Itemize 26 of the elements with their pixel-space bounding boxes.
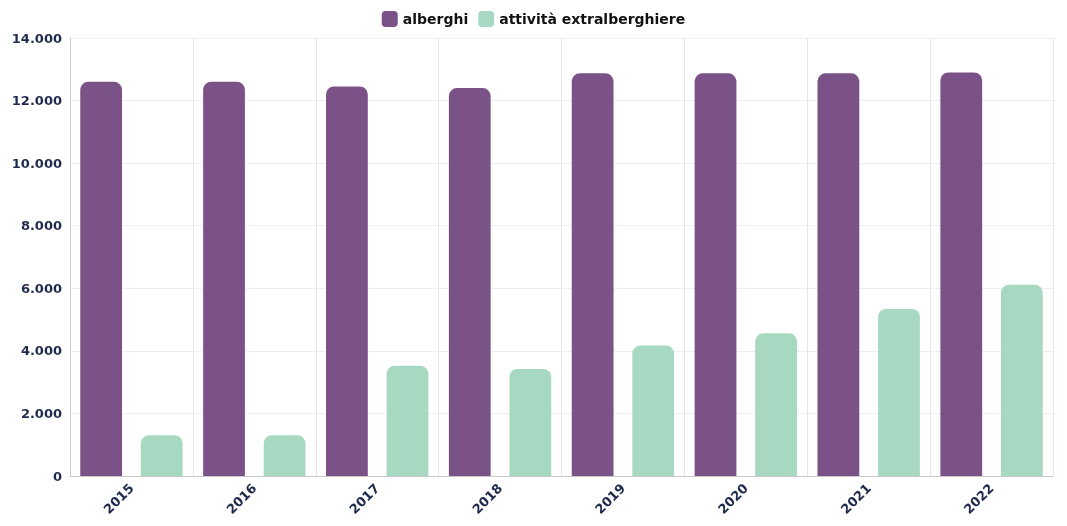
- y-tick-label: 8.000: [20, 218, 62, 234]
- y-tick-label: 2.000: [20, 405, 62, 421]
- bar: [1000, 284, 1043, 476]
- bar: [571, 73, 614, 476]
- y-tick-label: 6.000: [20, 280, 62, 296]
- bar: [817, 73, 860, 476]
- y-tick-label: 0: [52, 468, 62, 484]
- y-tick-label: 4.000: [20, 343, 62, 359]
- bar: [940, 72, 983, 476]
- bar: [509, 369, 552, 476]
- bar: [448, 88, 491, 476]
- y-tick-label: 14.000: [11, 30, 62, 46]
- bar: [694, 73, 737, 476]
- y-tick-label: 10.000: [11, 155, 62, 171]
- y-tick-label: 12.000: [11, 93, 62, 109]
- bar: [878, 308, 920, 476]
- legend-label: attività extralberghiere: [499, 11, 686, 27]
- bar: [80, 81, 123, 476]
- bar: [203, 81, 245, 476]
- bar: [140, 435, 183, 476]
- bar: [326, 86, 368, 476]
- bar: [386, 365, 429, 476]
- bar: [263, 435, 306, 476]
- legend-label: alberghi: [402, 11, 469, 27]
- bar: [632, 345, 675, 476]
- bar: [755, 333, 797, 476]
